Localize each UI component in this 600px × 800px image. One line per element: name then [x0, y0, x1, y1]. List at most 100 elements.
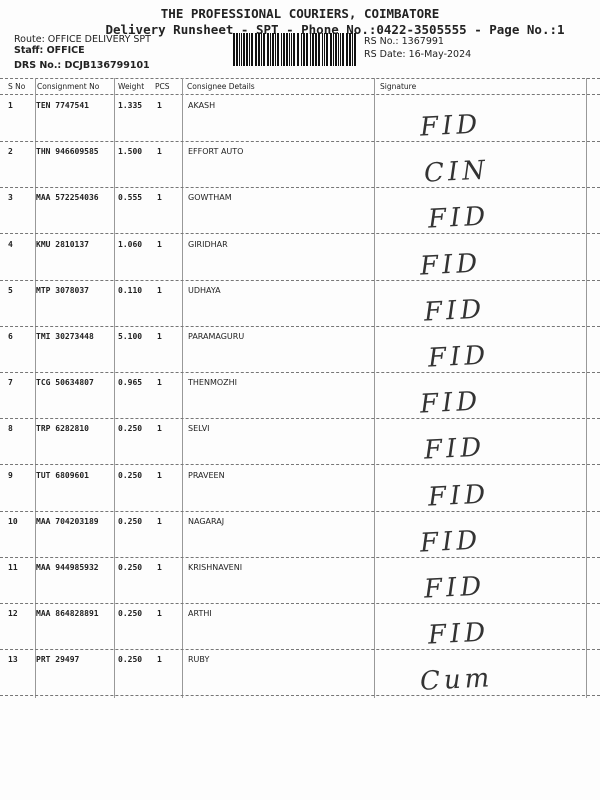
consignment-no: TMI 30273448 — [36, 332, 94, 341]
barcode-bar — [354, 33, 356, 66]
row-sno: 11 — [8, 563, 18, 572]
barcode-bar — [333, 33, 334, 66]
consignment-no: TCG 50634807 — [36, 378, 94, 388]
barcode-bar — [286, 33, 288, 66]
pcs: 1 — [157, 285, 162, 295]
pcs: 1 — [157, 378, 162, 388]
consignee-name: KRISHNAVENI — [188, 563, 243, 572]
row-divider — [0, 603, 600, 604]
barcode-bar — [349, 33, 351, 66]
pcs: 1 — [157, 239, 162, 249]
row-divider — [0, 556, 600, 558]
row-sno: 2 — [8, 147, 13, 157]
barcode-bar — [326, 33, 328, 66]
consignment-no: MAA 572254036 — [36, 193, 99, 203]
column-divider — [35, 78, 36, 698]
row-divider — [0, 510, 600, 512]
row-divider — [0, 695, 600, 697]
drs-number: DRS No.: DCJB136799101 — [14, 60, 150, 71]
row-sno: 3 — [8, 193, 13, 203]
row-sno: 1 — [8, 101, 13, 110]
pcs: 1 — [157, 101, 162, 110]
consignment-no: TUT 6809601 — [36, 470, 89, 480]
column-divider — [374, 78, 375, 698]
barcode-bar — [283, 33, 285, 66]
row-sno: 10 — [8, 516, 18, 526]
handwritten-signature: FID — [427, 201, 490, 235]
rs-number: RS No.: 1367991 — [364, 36, 444, 47]
row-divider — [0, 279, 600, 281]
consignment-no: TEN 7747541 — [36, 101, 89, 110]
pcs: 1 — [157, 193, 162, 203]
barcode-bar — [261, 33, 262, 66]
handwritten-signature: FID — [427, 617, 490, 651]
route: Route: OFFICE DELIVERY SPT — [14, 34, 151, 45]
barcode-bar — [324, 33, 325, 66]
handwritten-signature: FID — [419, 248, 482, 282]
barcode-bar — [310, 33, 311, 66]
barcode-bar — [239, 33, 240, 66]
weight: 0.250 — [118, 470, 143, 480]
handwritten-signature: FID — [419, 386, 482, 420]
barcode-bar — [281, 33, 282, 66]
weight: 1.500 — [118, 147, 143, 157]
handwritten-signature: FID — [423, 294, 486, 328]
barcode-bar — [236, 33, 238, 66]
barcode-bar — [255, 33, 257, 66]
weight: 0.555 — [118, 193, 143, 203]
handwritten-signature: FID — [427, 479, 490, 513]
row-sno: 12 — [8, 609, 18, 619]
consignee-name: EFFORT AUTO — [188, 147, 244, 157]
col-consignment: Consignment No — [37, 82, 100, 91]
barcode-bar — [352, 33, 353, 66]
barcode-bar — [303, 33, 305, 66]
row-sno: 13 — [8, 655, 18, 665]
pcs: 1 — [157, 470, 162, 480]
row-divider — [0, 464, 600, 466]
consignee-name: AKASH — [188, 101, 216, 110]
barcode-bar — [315, 33, 317, 66]
barcode-bar — [251, 33, 253, 66]
divider — [0, 94, 600, 95]
consignment-no: PRT 29497 — [36, 655, 80, 665]
col-weight: Weight — [118, 82, 145, 91]
consignee-name: THENMOZHI — [188, 378, 237, 388]
row-sno: 6 — [8, 332, 13, 341]
row-sno: 7 — [8, 378, 13, 388]
weight: 1.335 — [118, 101, 143, 110]
company-title: THE PROFESSIONAL COURIERS, COIMBATORE — [160, 6, 440, 21]
barcode-bar — [246, 33, 248, 66]
barcode-bar — [243, 33, 245, 66]
consignment-no: MAA 704203189 — [36, 516, 99, 526]
weight: 1.060 — [118, 239, 143, 249]
row-divider — [0, 141, 600, 142]
row-sno: 9 — [8, 470, 13, 480]
consignment-no: MAA 944985932 — [36, 563, 99, 572]
consignee-name: GOWTHAM — [188, 193, 232, 203]
runsheet-subtitle: Delivery Runsheet - SPT - Phone No.:0422… — [105, 22, 565, 37]
barcode-bar — [330, 33, 332, 66]
barcode-bar — [346, 33, 348, 66]
weight: 0.250 — [118, 609, 143, 619]
pcs: 1 — [157, 516, 162, 526]
row-divider — [0, 372, 600, 373]
consignment-no: KMU 2810137 — [36, 239, 89, 249]
row-divider — [0, 649, 600, 651]
consignment-no: THN 946609585 — [36, 147, 99, 157]
consignee-name: RUBY — [188, 655, 210, 665]
row-sno: 4 — [8, 239, 13, 249]
consignee-name: PARAMAGURU — [188, 332, 245, 341]
row-divider — [0, 233, 600, 235]
weight: 0.965 — [118, 378, 143, 388]
row-divider — [0, 418, 600, 420]
consignment-no: MTP 3078037 — [36, 285, 89, 295]
staff: Staff: OFFICE — [14, 45, 85, 56]
consignee-name: UDHAYA — [188, 285, 221, 295]
handwritten-signature: FID — [427, 340, 490, 374]
row-divider — [0, 187, 600, 189]
consignment-no: TRP 6282810 — [36, 424, 89, 434]
pcs: 1 — [157, 655, 162, 665]
barcode-bar — [233, 33, 235, 66]
col-sno: S No — [8, 82, 26, 91]
